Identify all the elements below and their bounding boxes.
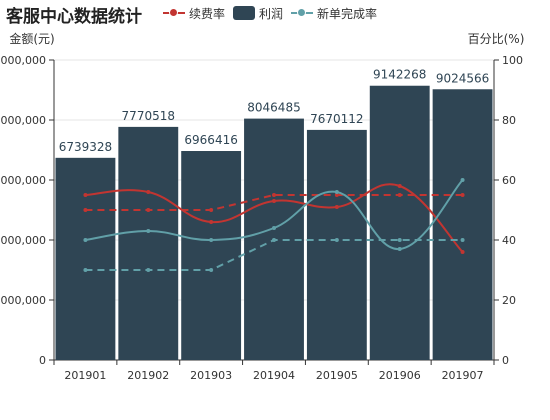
series-point bbox=[334, 205, 339, 209]
left-axis-tick-label: 10,000,000 bbox=[0, 54, 46, 67]
legend-label: 新单完成率 bbox=[317, 6, 378, 21]
bar-data-label: 8046485 bbox=[247, 101, 300, 115]
x-axis-tick-label: 201902 bbox=[127, 369, 169, 382]
bar-data-label: 7770518 bbox=[122, 109, 175, 123]
series-point bbox=[83, 208, 88, 212]
left-axis-tick-label: 6,000,000 bbox=[0, 174, 46, 187]
series-point bbox=[146, 190, 151, 194]
right-axis-tick-label: 100 bbox=[502, 54, 523, 67]
left-axis-tick-label: 0 bbox=[39, 354, 46, 367]
series-point bbox=[460, 238, 465, 242]
series-point bbox=[146, 208, 151, 212]
series-point bbox=[272, 199, 276, 203]
legend-bar-marker bbox=[233, 6, 256, 20]
series-point bbox=[209, 268, 214, 272]
series-point bbox=[334, 190, 339, 194]
x-axis-tick-label: 201906 bbox=[379, 369, 421, 382]
bar-data-label: 6966416 bbox=[184, 133, 237, 147]
left-axis-tick-label: 8,000,000 bbox=[0, 114, 46, 127]
series-point bbox=[209, 238, 214, 242]
series-point bbox=[460, 193, 465, 197]
series-point bbox=[83, 268, 88, 272]
series-point bbox=[397, 184, 402, 188]
bar bbox=[55, 157, 116, 360]
series-point bbox=[272, 226, 276, 230]
legend-item-renewal-rate[interactable]: 续费率 bbox=[163, 5, 225, 22]
right-axis-tick-label: 20 bbox=[502, 294, 516, 307]
right-axis-tick-label: 80 bbox=[502, 114, 516, 127]
series-point bbox=[83, 238, 88, 242]
legend-item-new-order-rate[interactable]: 新单完成率 bbox=[291, 5, 377, 22]
right-axis-title: 百分比(%) bbox=[468, 32, 525, 46]
series-point bbox=[272, 238, 276, 242]
bar bbox=[306, 129, 367, 360]
legend-line-marker bbox=[163, 6, 185, 20]
right-axis-tick-label: 0 bbox=[502, 354, 509, 367]
right-axis-tick-label: 40 bbox=[502, 234, 516, 247]
series-point bbox=[83, 193, 88, 197]
bar-data-label: 9142268 bbox=[373, 68, 426, 82]
x-axis-tick-label: 201904 bbox=[253, 369, 295, 382]
series-point bbox=[146, 229, 151, 233]
legend-label: 利润 bbox=[259, 6, 284, 21]
legend-item-profit[interactable]: 利润 bbox=[233, 5, 283, 22]
legend-line-marker bbox=[291, 6, 314, 20]
x-axis-tick-label: 201907 bbox=[442, 369, 484, 382]
series-point bbox=[397, 238, 402, 242]
bar bbox=[118, 126, 179, 360]
series-point bbox=[334, 238, 339, 242]
bar-data-label: 7670112 bbox=[310, 112, 363, 126]
left-axis-tick-label: 2,000,000 bbox=[0, 294, 46, 307]
x-axis-tick-label: 201903 bbox=[190, 369, 232, 382]
left-axis-tick-label: 4,000,000 bbox=[0, 234, 46, 247]
series-point bbox=[209, 208, 214, 212]
series-point bbox=[272, 193, 276, 197]
series-line bbox=[85, 179, 464, 251]
bar-data-label: 9024566 bbox=[436, 71, 489, 85]
series-point bbox=[460, 250, 465, 254]
x-axis-tick-label: 201901 bbox=[64, 369, 106, 382]
series-point bbox=[460, 178, 465, 182]
x-axis-tick-label: 201905 bbox=[316, 369, 358, 382]
series-point bbox=[397, 247, 402, 251]
series-point bbox=[334, 193, 339, 197]
series-point bbox=[146, 268, 151, 272]
series-point bbox=[397, 193, 402, 197]
bar bbox=[181, 151, 242, 360]
right-axis-tick-label: 60 bbox=[502, 174, 516, 187]
bar-data-label: 6739328 bbox=[59, 140, 112, 154]
legend: 续费率 利润 新单完成率 bbox=[163, 4, 377, 22]
bar bbox=[369, 85, 430, 360]
series-point bbox=[209, 220, 214, 224]
left-axis-title: 金额(元) bbox=[9, 31, 54, 46]
chart-title: 客服中心数据统计 bbox=[6, 7, 142, 27]
legend-label: 续费率 bbox=[189, 6, 226, 21]
